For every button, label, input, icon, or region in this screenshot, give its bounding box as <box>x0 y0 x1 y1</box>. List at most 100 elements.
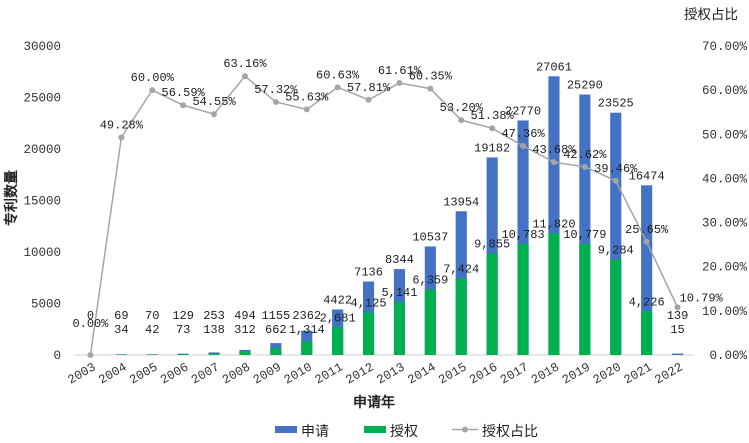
ratio-label: 39.46% <box>594 162 638 176</box>
y-tick-label: 20000 <box>23 143 61 157</box>
bar-grant <box>362 312 375 355</box>
ratio-label: 10.79% <box>680 291 724 305</box>
bar-label-apply: 0 <box>87 309 94 323</box>
right-axis-ticks: 0.00% 10.00% 20.00% 30.00% 40.00% 50.00% 60.00… <box>702 40 748 363</box>
bar-label-apply: 494 <box>234 309 256 323</box>
ratio-label: 60.35% <box>409 70 453 84</box>
bar-label-apply: 25290 <box>567 79 603 93</box>
ratio-line-layer: 0.00% 49.28% 60.00%56.59%54.55% 63.16% 57.32… <box>72 57 724 358</box>
ratio-label: 57.32% <box>254 83 298 97</box>
bar-label-grant: 662 <box>265 323 287 337</box>
bar-grant <box>455 278 467 355</box>
x-tick-label: 2006 <box>158 360 191 387</box>
bar-label-apply: 129 <box>172 309 194 323</box>
y2-tick-label: 60.00% <box>702 84 748 98</box>
bar-label-apply: 139 <box>667 309 689 323</box>
ratio-point <box>365 96 372 103</box>
y2-tick-label: 50.00% <box>702 128 748 142</box>
y2-axis-title: 授权占比 <box>684 6 738 23</box>
bar-label-grant: 312 <box>234 323 256 337</box>
bar-apply <box>610 112 622 355</box>
bar-label-grant: 5,141 <box>381 286 417 300</box>
bar-label-grant: 42 <box>145 323 159 337</box>
ratio-label: 49.28% <box>100 118 144 132</box>
x-tick-label: 2018 <box>529 360 562 387</box>
bar-label-grant: 9,284 <box>598 243 634 257</box>
bar-label-apply: 253 <box>203 309 225 323</box>
bar-label-apply: 70 <box>145 309 159 323</box>
y-tick-label: 30000 <box>23 40 61 54</box>
x-tick-label: 2021 <box>622 360 655 387</box>
bar-grant <box>208 353 220 355</box>
legend-swatch-ratio-marker <box>462 426 468 433</box>
bar-apply <box>579 94 591 355</box>
y-tick-label: 25000 <box>23 92 61 106</box>
bar-label-apply: 4422 <box>323 293 352 307</box>
x-tick-label: 2016 <box>467 360 500 387</box>
ratio-label: 60.63% <box>316 68 360 82</box>
ratio-point <box>674 304 681 311</box>
ratio-point <box>581 163 588 170</box>
bar-label-grant: 73 <box>176 323 190 337</box>
x-tick-label: 2011 <box>313 360 346 387</box>
bar-label-apply: 8344 <box>385 253 414 267</box>
ratio-point <box>180 102 187 109</box>
ratio-point <box>118 134 125 141</box>
ratio-point <box>272 98 279 105</box>
bar-grant <box>579 243 591 355</box>
x-axis-ticks: 2003200420052006200720082009201020112012… <box>65 360 685 387</box>
x-tick-label: 2015 <box>436 360 469 387</box>
bar-grant <box>393 302 406 355</box>
ratio-label: 56.59% <box>162 86 206 100</box>
y2-tick-label: 0.00% <box>709 349 747 363</box>
bar-grant <box>517 243 529 355</box>
bar-label-grant: 10,779 <box>563 228 606 242</box>
bar-label-apply: 7136 <box>354 265 383 279</box>
y2-tick-label: 20.00% <box>702 261 748 275</box>
x-tick-label: 2017 <box>498 360 531 387</box>
ratio-label: 61.61% <box>378 64 422 78</box>
legend-label-grant: 授权 <box>390 424 418 440</box>
x-tick-label: 2010 <box>282 360 315 387</box>
ratio-label: 55.63% <box>285 90 329 104</box>
ratio-label: 51.38% <box>471 109 515 123</box>
bar-grant <box>641 311 653 355</box>
ratio-point <box>427 85 434 92</box>
y-tick-label: 10000 <box>23 246 61 260</box>
bar-apply <box>548 76 560 355</box>
bar-label-apply: 19182 <box>474 141 510 155</box>
legend-swatch-grant <box>364 426 386 433</box>
ratio-label: 60.00% <box>131 71 175 85</box>
bar-label-apply: 69 <box>114 309 128 323</box>
x-tick-label: 2014 <box>405 360 438 387</box>
bar-label-apply: 10537 <box>412 230 448 244</box>
x-tick-label: 2005 <box>127 360 160 387</box>
x-tick-label: 2019 <box>560 360 593 387</box>
x-tick-label: 2020 <box>591 360 624 387</box>
ratio-line <box>89 75 679 356</box>
ratio-label: 63.16% <box>223 57 267 71</box>
y-axis-title: 专利数量 <box>3 170 20 226</box>
y-tick-label: 0 <box>53 349 61 363</box>
ratio-point <box>149 87 156 94</box>
bar-label-grant: 6,359 <box>412 274 448 288</box>
bar-grant <box>270 348 282 355</box>
x-tick-label: 2004 <box>96 360 129 387</box>
x-tick-label: 2012 <box>344 360 377 387</box>
x-tick-label: 2003 <box>65 360 98 387</box>
bar-apply <box>671 353 684 355</box>
ratio-label: 25.65% <box>625 223 669 237</box>
bar-apply <box>641 185 653 355</box>
ratio-label: 0.00% <box>72 317 109 331</box>
ratio-point <box>303 106 310 113</box>
bar-label-apply: 22770 <box>505 104 541 118</box>
ratio-label: 53.20% <box>440 101 484 115</box>
bar-apply <box>115 354 127 355</box>
ratio-label: 54.55% <box>192 95 236 109</box>
bar-label-grant: 1,314 <box>289 323 325 337</box>
bar-grant <box>177 354 189 355</box>
y-tick-label: 5000 <box>31 298 61 312</box>
y2-tick-label: 70.00% <box>702 40 748 54</box>
